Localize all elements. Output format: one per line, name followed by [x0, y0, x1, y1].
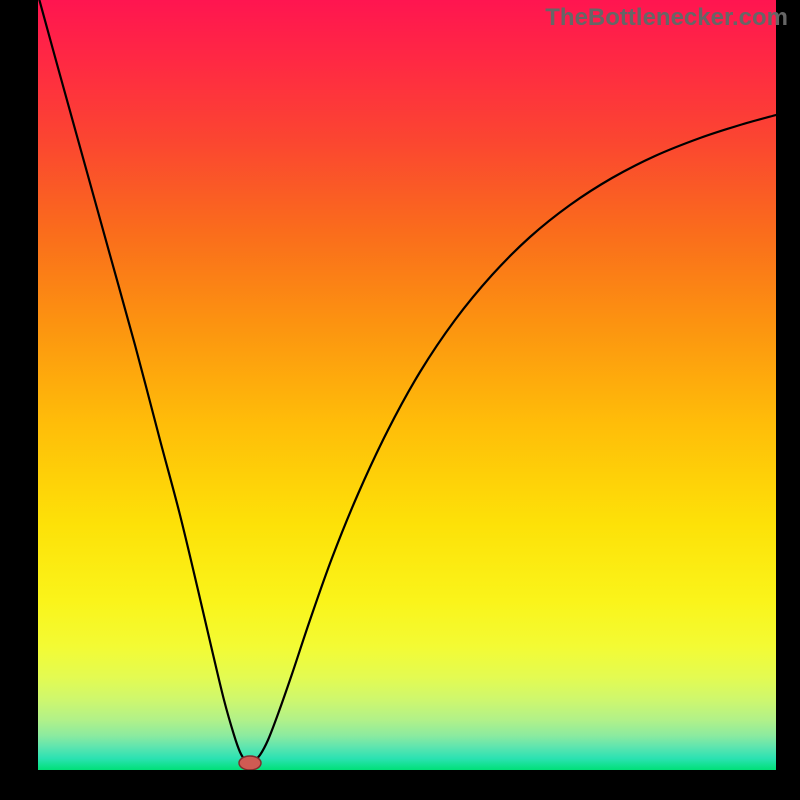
- min-marker: [239, 756, 261, 770]
- watermark-label: TheBottlenecker.com: [545, 4, 788, 32]
- plot-svg: [38, 0, 776, 770]
- plot-area: [38, 0, 776, 770]
- gradient-background: [38, 0, 776, 770]
- chart-canvas: TheBottlenecker.com: [0, 0, 800, 800]
